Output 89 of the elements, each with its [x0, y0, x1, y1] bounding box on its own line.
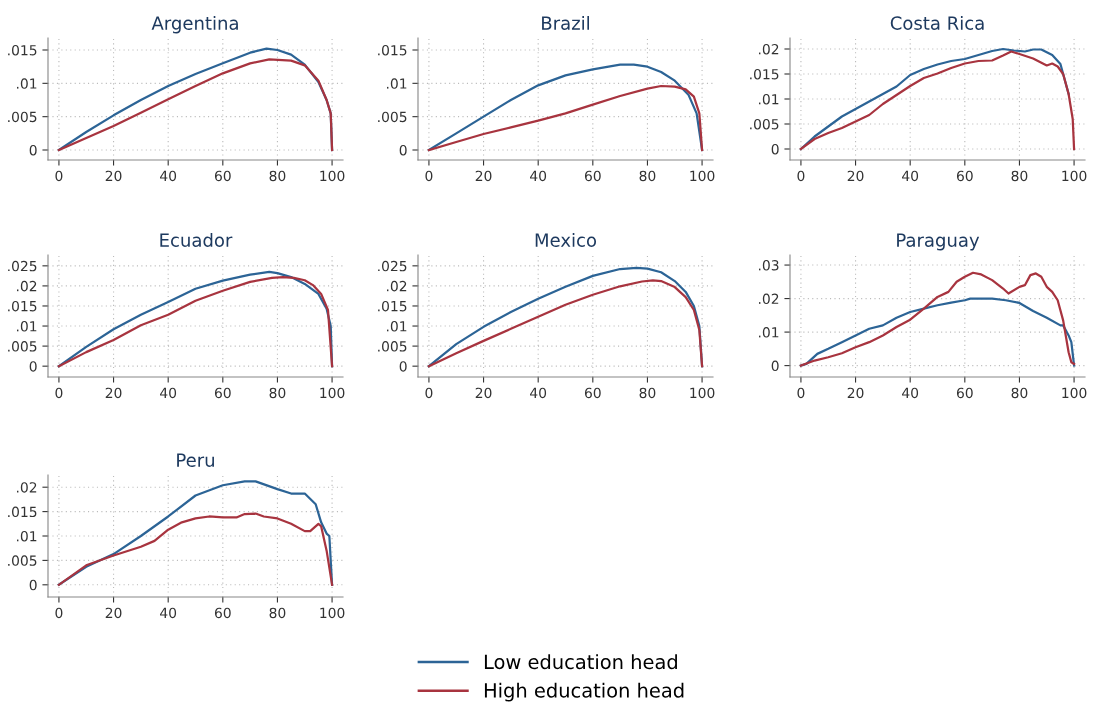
x-tick-label: 40 [160, 387, 177, 399]
x-tick-label: 100 [690, 170, 715, 182]
legend-label: High education head [484, 682, 684, 702]
chart-title: Mexico [535, 232, 597, 247]
x-tick-label: 100 [690, 387, 715, 399]
y-tick-label: 0 [29, 361, 37, 372]
legend-label: Low education head [484, 654, 677, 670]
x-tick-label: 60 [584, 387, 601, 399]
y-tick-label: .005 [750, 118, 779, 130]
x-tick-label: 40 [530, 387, 547, 399]
y-tick-label: .01 [758, 327, 779, 338]
x-tick-label: 0 [797, 387, 805, 399]
y-tick-label: .005 [8, 555, 37, 566]
x-tick-label: 80 [269, 607, 286, 619]
x-tick-label: 100 [320, 607, 345, 619]
y-tick-label: .01 [16, 321, 37, 332]
chart-title: Paraguay [897, 233, 980, 251]
x-tick-label: 60 [214, 170, 231, 182]
chart-title: Costa Rica [890, 15, 984, 30]
x-tick-label: 80 [1011, 387, 1028, 399]
line-series [57, 512, 334, 586]
y-tick-label: .015 [8, 300, 37, 312]
y-tick-label: .02 [16, 482, 37, 493]
y-tick-label: 0 [29, 144, 37, 156]
x-tick-label: 0 [55, 607, 63, 619]
y-tick-label: .015 [378, 44, 407, 56]
x-tick-label: 40 [160, 170, 177, 182]
x-tick-label: 80 [639, 170, 656, 182]
chart-title: Argentina [151, 15, 238, 34]
x-tick-label: 100 [320, 387, 345, 399]
y-tick-label: .025 [378, 260, 407, 272]
x-tick-label: 20 [105, 607, 122, 619]
y-tick-label: .005 [8, 111, 37, 123]
y-tick-label: .005 [378, 111, 407, 123]
x-tick-label: 40 [530, 170, 547, 182]
y-tick-label: 0 [399, 361, 407, 372]
y-tick-label: .01 [16, 530, 37, 542]
x-tick-label: 20 [475, 170, 492, 182]
x-tick-label: 20 [105, 387, 122, 399]
x-tick-label: 40 [160, 607, 177, 619]
y-tick-label: .015 [8, 506, 37, 518]
x-tick-label: 0 [425, 170, 433, 182]
y-tick-label: .02 [758, 293, 779, 305]
x-tick-label: 80 [269, 387, 286, 399]
y-tick-label: .015 [8, 44, 37, 56]
chart-title: Peru [177, 453, 214, 467]
x-tick-label: 80 [1011, 170, 1028, 182]
line-series [427, 84, 704, 152]
x-tick-label: 0 [55, 170, 63, 182]
x-tick-label: 80 [639, 387, 656, 399]
x-tick-label: 60 [214, 387, 231, 399]
x-tick-label: 100 [1062, 170, 1087, 182]
y-tick-label: .005 [378, 341, 407, 352]
y-tick-label: .02 [386, 280, 407, 292]
y-tick-label: 0 [771, 143, 779, 155]
x-tick-label: 40 [902, 387, 919, 399]
chart-title: Ecuador [160, 232, 233, 247]
x-tick-label: 60 [584, 170, 601, 182]
y-tick-label: 0 [771, 360, 779, 372]
y-tick-label: .005 [8, 341, 37, 352]
x-tick-label: 0 [797, 170, 805, 182]
x-tick-label: 20 [847, 170, 864, 182]
y-tick-label: .02 [758, 43, 779, 55]
line-series [799, 271, 1076, 367]
x-tick-label: 60 [956, 387, 973, 399]
line-series [427, 63, 704, 152]
x-tick-label: 0 [425, 387, 433, 399]
x-tick-label: 100 [320, 170, 345, 182]
x-tick-label: 40 [902, 170, 919, 182]
x-tick-label: 20 [475, 387, 492, 399]
x-tick-label: 80 [269, 170, 286, 182]
x-tick-label: 100 [1062, 387, 1087, 399]
x-tick-label: 20 [847, 387, 864, 399]
x-tick-label: 0 [55, 387, 63, 399]
y-tick-label: .01 [386, 78, 407, 89]
y-tick-label: .015 [750, 68, 779, 80]
y-tick-label: .03 [758, 260, 779, 271]
y-tick-label: .025 [8, 260, 37, 272]
x-tick-label: 60 [956, 170, 973, 182]
x-tick-label: 20 [105, 170, 122, 182]
y-tick-label: 0 [399, 144, 407, 156]
y-tick-label: .01 [386, 321, 407, 332]
y-tick-label: 0 [29, 579, 37, 591]
chart-title: Brazil [542, 15, 589, 30]
y-tick-label: .01 [758, 93, 779, 105]
x-tick-label: 60 [214, 607, 231, 619]
y-tick-label: .01 [16, 78, 37, 89]
y-tick-label: .02 [16, 280, 37, 292]
y-tick-label: .015 [378, 300, 407, 312]
